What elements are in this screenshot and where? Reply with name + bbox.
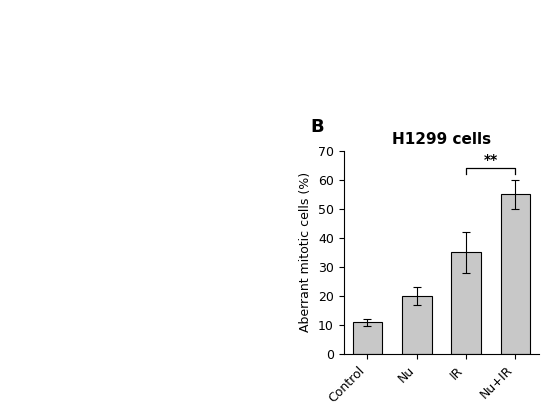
Bar [500, 194, 530, 354]
Title: H1299 cells: H1299 cells [392, 131, 491, 147]
Bar [402, 296, 432, 354]
Text: **: ** [483, 153, 498, 166]
Bar [353, 322, 382, 354]
Bar [451, 252, 481, 354]
Y-axis label: Aberrant mitotic cells (%): Aberrant mitotic cells (%) [299, 172, 312, 333]
Text: B: B [311, 118, 324, 136]
